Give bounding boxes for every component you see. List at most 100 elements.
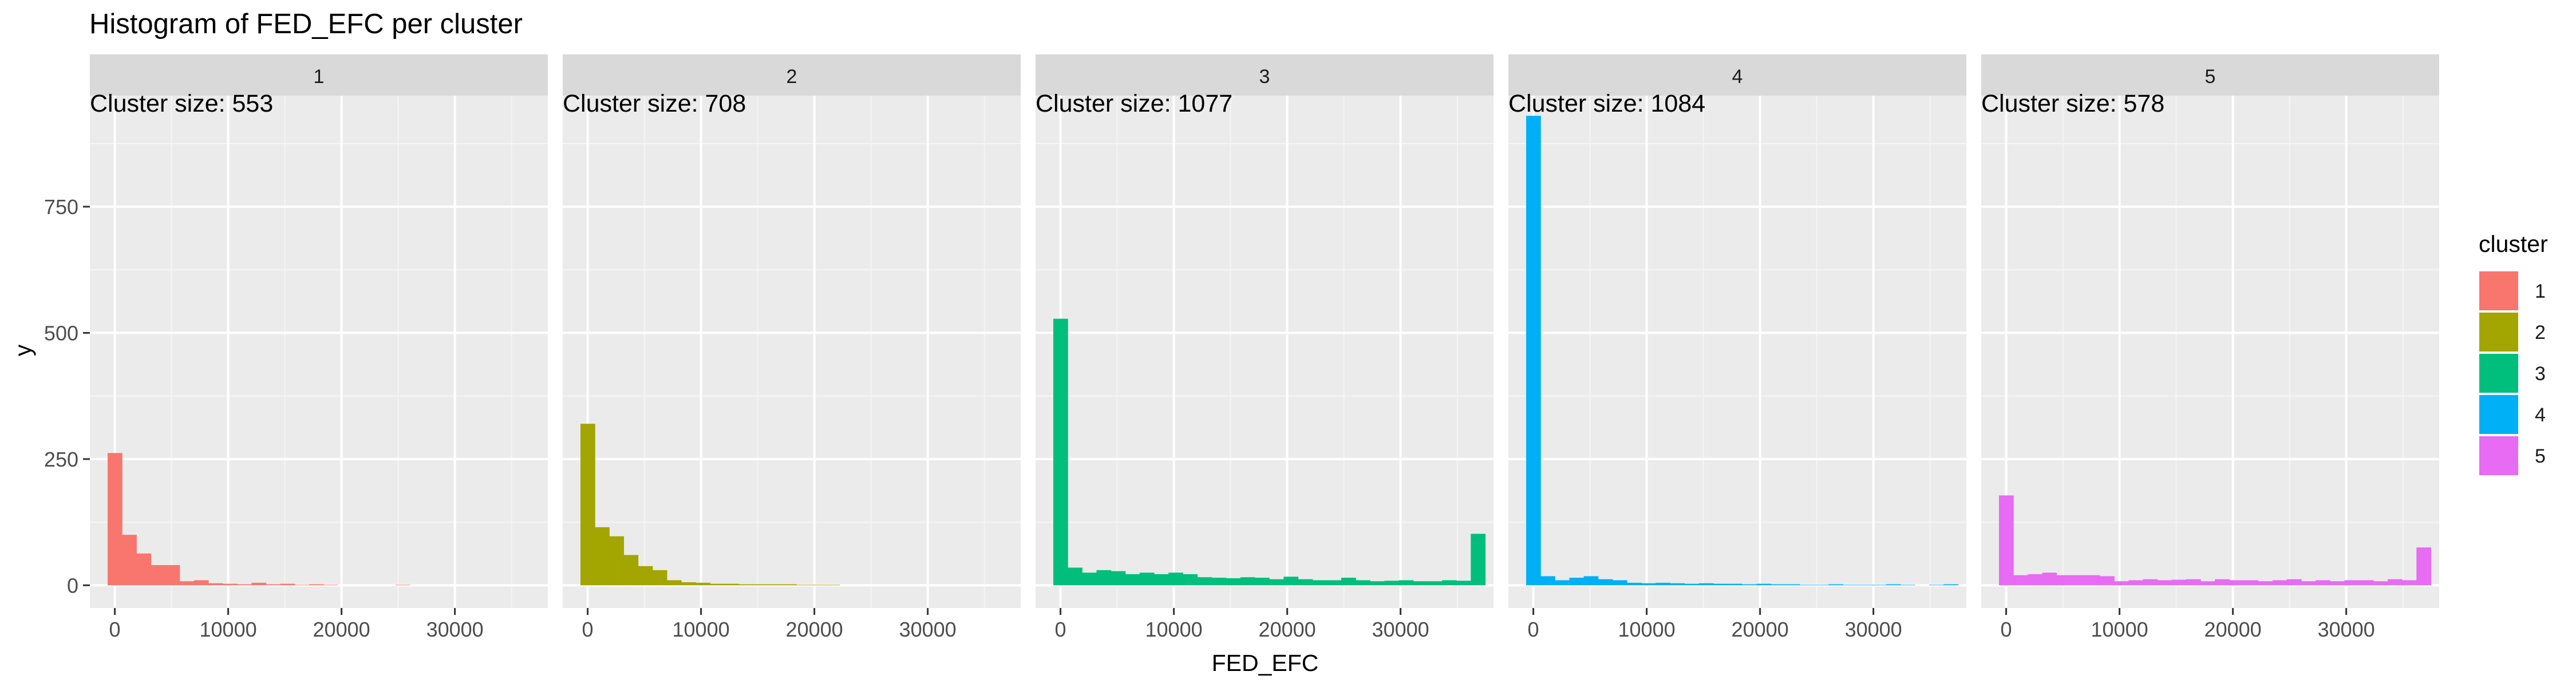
- histogram-bar: [1612, 580, 1627, 586]
- facet-strip-label-1: 1: [314, 66, 325, 88]
- x-tick-label: 0: [109, 618, 121, 641]
- cluster-size-label-2: Cluster size: 708: [563, 90, 746, 117]
- histogram-bar: [1398, 580, 1414, 586]
- panel-background: [1508, 96, 1966, 608]
- histogram-bar: [2186, 579, 2201, 586]
- histogram-bar: [1569, 578, 1585, 586]
- histogram-bar: [1598, 579, 1613, 586]
- histogram-bar: [724, 583, 740, 586]
- x-tick-label: 20000: [1732, 618, 1789, 641]
- facet-panel-1: 1 Cluster size: 553 0 10000 20000 30000: [90, 54, 548, 641]
- histogram-bar: [1456, 581, 1471, 586]
- facet-strip-4: [1508, 54, 1966, 96]
- histogram-bar: [1728, 583, 1743, 586]
- y-tick-label: 750: [44, 195, 78, 219]
- legend-label-2: 2: [2535, 322, 2546, 344]
- x-tick-label: 20000: [313, 618, 370, 641]
- histogram-bar: [1684, 583, 1700, 586]
- x-tick-label: 10000: [2091, 618, 2148, 641]
- y-tick-label: 250: [44, 448, 78, 471]
- histogram-bar: [1756, 583, 1772, 586]
- histogram-bar: [1356, 580, 1370, 586]
- x-tick-label: 30000: [1372, 618, 1429, 641]
- facet-strip-2: [563, 54, 1021, 96]
- histogram-bar: [1168, 572, 1183, 586]
- cluster-size-label-1: Cluster size: 553: [90, 90, 273, 117]
- x-tick-label: 0: [2001, 618, 2012, 641]
- histogram-bar: [609, 536, 625, 586]
- legend-label-3: 3: [2535, 363, 2546, 385]
- histogram-bar: [2416, 547, 2432, 586]
- x-tick-label: 0: [1055, 618, 1066, 641]
- histogram-bar: [2157, 580, 2172, 586]
- x-tick-label: 30000: [1845, 618, 1902, 641]
- histogram-bar: [1943, 584, 1959, 586]
- facet-panel-3: 3 Cluster size: 1077 0 10000 20000 30000: [1036, 54, 1494, 641]
- histogram-bar: [782, 584, 797, 586]
- histogram-bar: [666, 580, 682, 586]
- histogram-bar: [1413, 581, 1428, 586]
- facet-panel-4: 4 Cluster size: 1084 0 10000 20000 30000: [1508, 54, 1966, 641]
- histogram-bar: [2243, 580, 2259, 586]
- histogram-bar: [1442, 580, 1457, 586]
- x-tick-label: 10000: [673, 618, 730, 641]
- histogram-bar: [1341, 578, 1356, 586]
- histogram-bar: [165, 565, 180, 586]
- histogram-bar: [2373, 581, 2388, 586]
- histogram-bar: [767, 584, 783, 586]
- histogram-bar: [266, 584, 281, 586]
- facet-strip-label-3: 3: [1259, 66, 1270, 88]
- histogram-bar: [595, 527, 610, 586]
- histogram-bar: [1226, 578, 1241, 586]
- histogram-bar: [2229, 580, 2245, 586]
- histogram-bar: [1656, 582, 1671, 586]
- histogram-bar: [2388, 579, 2403, 586]
- histogram-bar: [710, 583, 725, 586]
- y-axis-title: y: [10, 344, 36, 356]
- x-tick-label: 0: [1528, 618, 1539, 641]
- histogram-bar: [2301, 581, 2316, 586]
- histogram-bar: [1326, 580, 1342, 586]
- histogram-bar: [738, 584, 754, 586]
- histogram-bar: [1526, 116, 1541, 586]
- histogram-bar: [1742, 584, 1757, 586]
- histogram-bar: [1211, 578, 1227, 586]
- histogram-bar: [107, 453, 123, 586]
- histogram-bar: [223, 583, 238, 586]
- histogram-bar: [1283, 577, 1299, 586]
- histogram-bar: [1111, 571, 1126, 586]
- cluster-size-label-3: Cluster size: 1077: [1036, 90, 1232, 117]
- histogram-bar: [2286, 579, 2302, 586]
- histogram-bar: [2258, 581, 2273, 586]
- histogram-bar: [623, 555, 639, 586]
- legend: cluster 1 2 3 4 5: [2478, 231, 2548, 476]
- legend-swatch-3: [2478, 353, 2519, 394]
- histogram-bar: [1082, 572, 1097, 586]
- histogram-bar: [1384, 581, 1400, 586]
- histogram-bar: [1540, 576, 1555, 586]
- histogram-bar: [652, 570, 667, 586]
- histogram-bar: [309, 584, 324, 586]
- histogram-bar: [1583, 576, 1599, 586]
- histogram-bar: [1183, 574, 1198, 586]
- histogram-bar: [1298, 579, 1313, 586]
- histogram-bar: [1998, 495, 2014, 586]
- panel-background: [563, 96, 1021, 608]
- facet-strip-label-5: 5: [2205, 66, 2216, 88]
- x-tick-label: 20000: [2204, 618, 2262, 641]
- x-tick-label: 30000: [2318, 618, 2375, 641]
- panel-background: [1036, 96, 1494, 608]
- histogram-bar: [208, 583, 223, 586]
- histogram-bar: [151, 565, 166, 586]
- legend-swatch-4: [2478, 394, 2519, 435]
- legend-title: cluster: [2479, 231, 2548, 257]
- histogram-bar: [2114, 581, 2129, 586]
- histogram-bar: [251, 582, 267, 586]
- histogram-bar: [1627, 582, 1642, 586]
- histogram-bar: [1096, 570, 1112, 586]
- histogram-bar: [2128, 580, 2144, 586]
- facet-strip-5: [1981, 54, 2439, 96]
- y-axis: 0 250 500 750: [44, 195, 90, 597]
- x-tick-label: 10000: [1618, 618, 1676, 641]
